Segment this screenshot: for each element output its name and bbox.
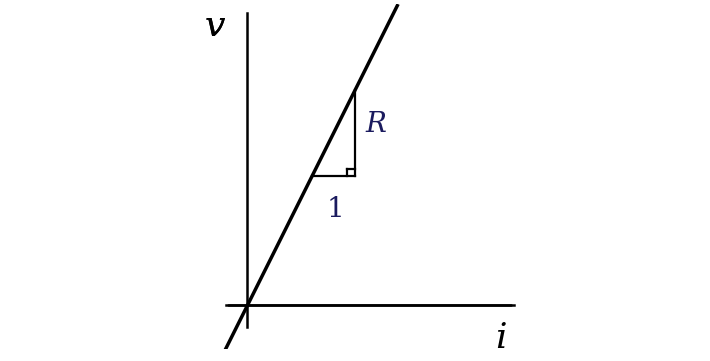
Text: i: i	[496, 321, 507, 355]
Text: v: v	[205, 9, 225, 43]
Text: 1: 1	[327, 196, 344, 223]
Text: R: R	[366, 111, 387, 138]
Text: v: v	[205, 9, 225, 43]
